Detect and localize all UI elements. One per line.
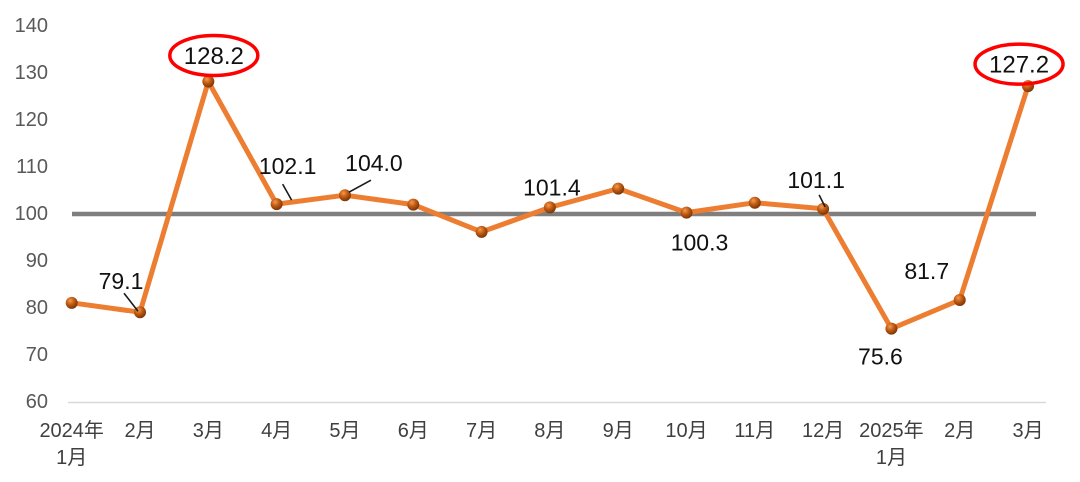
label-leader-line <box>281 183 293 201</box>
data-label: 100.3 <box>671 230 729 256</box>
x-axis-tick-label: 4月 <box>261 420 292 442</box>
x-axis-tick-label: 5月 <box>329 420 360 442</box>
data-label: 102.1 <box>259 153 317 179</box>
series-group <box>65 75 1035 335</box>
y-axis-tick-label: 100 <box>15 203 48 225</box>
data-point-marker <box>202 75 215 88</box>
label-leader-line <box>348 179 372 193</box>
data-label: 101.1 <box>787 167 845 193</box>
y-axis-tick-label: 130 <box>15 62 48 84</box>
data-label: 79.1 <box>99 268 144 294</box>
circled-data-label: 127.2 <box>989 52 1049 79</box>
circled-data-label: 128.2 <box>184 43 244 70</box>
data-point-marker <box>748 196 761 209</box>
data-point-marker <box>338 189 351 202</box>
y-axis-ticks: 140 130 120 110 100 90 80 70 60 <box>15 15 48 413</box>
data-point-marker <box>885 322 898 335</box>
data-point-marker <box>543 201 556 214</box>
data-point-marker <box>817 202 830 215</box>
y-axis-tick-label: 60 <box>26 391 48 413</box>
x-axis-tick-label: 1月 <box>56 447 87 469</box>
x-axis-tick-label: 7月 <box>466 420 497 442</box>
x-axis-tick-label: 1月 <box>876 447 907 469</box>
x-axis-tick-label: 9月 <box>603 420 634 442</box>
x-axis-tick-label: 3月 <box>1012 420 1043 442</box>
x-axis-tick-label: 2月 <box>124 420 155 442</box>
data-label: 101.4 <box>523 174 581 200</box>
data-label: 104.0 <box>345 150 403 176</box>
x-axis-tick-label: 10月 <box>665 420 707 442</box>
x-axis-tick-label: 6月 <box>398 420 429 442</box>
data-point-marker <box>612 182 625 195</box>
y-axis-tick-label: 110 <box>16 156 48 178</box>
highlight-ellipse <box>973 42 1065 86</box>
y-axis-tick-label: 90 <box>26 250 48 272</box>
x-axis: 2024年 1月 2月 3月 4月 5月 6月 7月 8月 9月 10月 11月 12月 2025年 1月 2… <box>39 401 1046 469</box>
y-axis-tick-label: 120 <box>15 109 48 131</box>
highlight-ellipse <box>168 33 260 78</box>
x-axis-tick-label: 2025年 <box>859 419 924 442</box>
data-label: 81.7 <box>904 258 949 284</box>
highlight-ellipses-group: 128.2 127.2 <box>168 33 1065 86</box>
y-axis-tick-label: 140 <box>15 15 48 37</box>
x-axis-tick-label: 3月 <box>193 420 224 442</box>
data-point-marker <box>953 294 966 307</box>
data-point-marker <box>407 198 420 211</box>
label-leader-line <box>123 292 139 312</box>
data-point-marker <box>65 296 78 309</box>
y-axis-tick-label: 70 <box>26 344 48 366</box>
data-point-marker <box>270 198 283 211</box>
x-axis-tick-label: 2月 <box>944 420 975 442</box>
data-point-marker <box>475 225 488 238</box>
y-axis-tick-label: 80 <box>26 297 48 319</box>
x-axis-tick-label: 11月 <box>734 420 775 442</box>
data-labels-group: 79.1 102.1 104.0 101.4 100.3 101.1 75.6 81.7 <box>99 150 949 369</box>
label-leader-line <box>818 194 826 208</box>
data-label: 75.6 <box>858 344 903 370</box>
x-axis-tick-label: 8月 <box>534 420 565 442</box>
data-point-marker <box>680 206 693 219</box>
x-axis-tick-label: 12月 <box>802 420 844 442</box>
x-axis-tick-label: 2024年 <box>39 419 104 442</box>
